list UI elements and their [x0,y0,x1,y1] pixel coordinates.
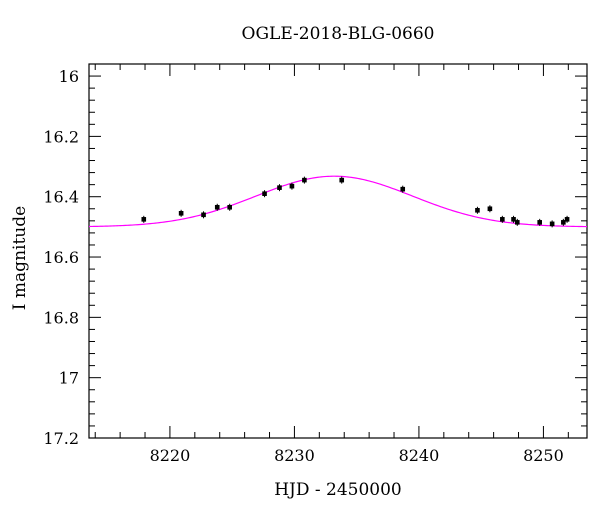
data-point [475,207,480,213]
y-axis-label: I magnitude [10,206,30,310]
data-point [178,210,184,216]
x-tick-label: 8250 [523,446,564,465]
data-point [141,217,147,222]
data-point [514,220,520,225]
data-point [537,220,542,225]
data-points-layer [141,176,570,228]
data-point [262,191,267,196]
data-point [564,217,570,222]
y-axis-ticks: 16 16.2 16.4 16.6 16.8 17 17.2 [43,63,587,448]
y-tick-label: 17.2 [43,429,79,448]
data-point [549,221,555,227]
x-axis-ticks: 8220 8230 8240 8250 [94,64,569,465]
data-point [227,204,232,210]
x-tick-label: 8220 [150,446,191,465]
y-tick-label: 16.8 [43,308,79,327]
y-tick-label: 16.4 [43,188,79,207]
y-tick-label: 16.6 [43,248,79,267]
y-tick-label: 17 [59,369,79,388]
data-point [511,217,516,222]
x-tick-label: 8230 [274,446,315,465]
model-curve [88,175,588,228]
data-point [487,206,493,212]
model-curve-layer [88,175,588,228]
data-point [500,217,505,222]
data-point [289,183,295,189]
data-point [400,186,406,192]
data-point [561,220,566,225]
plot-frame [88,63,588,439]
data-point [277,185,282,190]
chart-title: OGLE-2018-BLG-0660 [242,24,435,44]
data-point [302,177,307,183]
y-tick-label: 16.2 [43,127,79,146]
data-point [339,177,345,183]
data-point [214,204,220,210]
y-tick-label: 16 [59,67,79,86]
data-point [201,212,206,218]
x-axis-label: HJD - 2450000 [274,480,402,500]
x-tick-label: 8240 [399,446,440,465]
